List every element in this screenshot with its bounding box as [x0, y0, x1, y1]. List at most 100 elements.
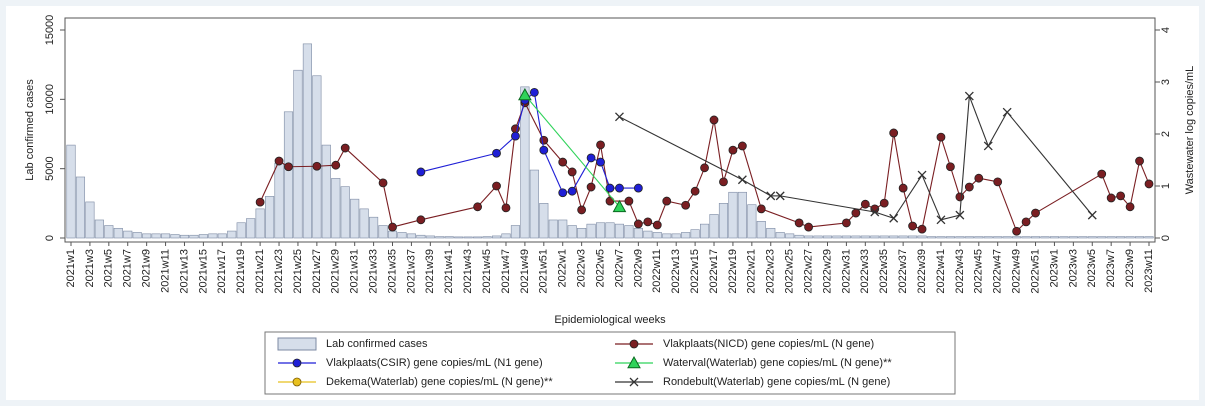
bar: [936, 236, 946, 239]
marker: [284, 162, 293, 172]
marker: [643, 217, 653, 227]
legend: [264, 331, 956, 395]
x-tick-label: 2022w7: [613, 249, 625, 288]
y-tick-label: 5000: [44, 156, 56, 180]
marker: [681, 200, 691, 210]
line-segment: [1006, 111, 1093, 216]
bar: [359, 208, 369, 239]
x-tick-label: 2021w21: [254, 249, 266, 294]
bar: [482, 236, 492, 239]
bar: [539, 203, 549, 239]
bar: [529, 169, 539, 239]
bar: [860, 235, 870, 239]
bar: [567, 225, 577, 239]
x-tick-label: 2023w5: [1086, 249, 1098, 288]
marker: [898, 183, 908, 193]
bar: [681, 232, 691, 239]
bar: [104, 225, 114, 239]
marker: [596, 157, 605, 167]
x-tick-label: 2021w17: [216, 249, 228, 294]
bar: [964, 236, 974, 239]
legend-marker: [627, 355, 641, 369]
line-segment: [780, 195, 875, 213]
line-segment: [987, 111, 1008, 147]
line-segment: [288, 165, 317, 168]
bar: [945, 236, 955, 239]
bar: [444, 236, 454, 239]
line-segment: [382, 182, 394, 228]
bar: [340, 186, 350, 239]
legend-label: Vlakplaats(NICD) gene copies/mL (N gene): [663, 338, 874, 350]
x-tick-label: 2021w15: [197, 249, 209, 294]
bar: [123, 230, 133, 239]
marker: [567, 167, 577, 177]
marker: [492, 148, 501, 158]
bar: [1049, 236, 1059, 239]
bar: [1021, 236, 1031, 239]
marker: [794, 218, 804, 228]
bar: [1012, 236, 1022, 239]
bar: [179, 234, 190, 239]
bar: [1059, 236, 1069, 239]
line-segment: [959, 95, 970, 216]
marker: [1031, 208, 1040, 218]
line-segment: [902, 187, 914, 227]
x-tick-label: 2022w45: [973, 249, 985, 294]
x-tick-label: 2021w1: [65, 249, 77, 288]
x-tick-label: 2021w11: [159, 249, 171, 293]
x-tick-label: 2022w51: [1029, 249, 1041, 294]
marker: [612, 199, 627, 213]
marker: [633, 183, 643, 193]
marker: [955, 192, 965, 202]
line-segment: [619, 116, 743, 181]
bar: [813, 235, 823, 239]
legend-label: Rondebult(Waterlab) gene copies/mL (N ge…: [663, 376, 890, 388]
bar: [378, 225, 388, 239]
bar: [369, 216, 379, 239]
line-segment: [883, 132, 895, 204]
marker: [879, 198, 889, 208]
bar: [151, 233, 161, 239]
bar: [1078, 236, 1088, 239]
marker: [416, 167, 426, 177]
line-segment: [713, 119, 725, 182]
marker: [586, 153, 596, 163]
line-segment: [344, 147, 384, 184]
marker: [1144, 179, 1154, 189]
x-tick-label: 2022w47: [992, 249, 1004, 294]
marker: [1012, 226, 1022, 236]
bar: [331, 178, 341, 239]
bar: [66, 144, 76, 239]
x-tick-label: 2023w9: [1124, 249, 1136, 288]
x-tick-label: 2022w23: [765, 249, 777, 294]
line-segment: [921, 174, 942, 221]
bar: [132, 232, 142, 239]
bar: [832, 235, 842, 239]
legend-label: Dekema(Waterlab) gene copies/mL (N gene)…: [326, 376, 553, 388]
bar: [889, 235, 899, 239]
x-tick-label: 2023w11: [1143, 249, 1155, 293]
bar: [1030, 236, 1041, 239]
line-segment: [1129, 160, 1141, 207]
bar: [898, 235, 908, 239]
marker: [577, 205, 587, 215]
bar: [208, 233, 218, 239]
x-tick-label: 2021w29: [330, 249, 342, 294]
marker: [274, 156, 284, 166]
marker: [615, 183, 624, 193]
bar: [1134, 236, 1145, 239]
bar: [265, 196, 275, 239]
bar: [113, 227, 123, 239]
x-axis-title: Epidemiological weeks: [554, 314, 666, 326]
marker: [1125, 202, 1135, 212]
bar: [851, 235, 861, 239]
marker: [964, 182, 974, 192]
plot-area: [64, 17, 1156, 243]
bar: [633, 227, 643, 239]
bar: [879, 235, 889, 239]
bar: [491, 235, 502, 239]
bar: [246, 218, 256, 239]
bar: [804, 235, 814, 239]
marker: [605, 183, 615, 193]
marker: [955, 210, 965, 220]
